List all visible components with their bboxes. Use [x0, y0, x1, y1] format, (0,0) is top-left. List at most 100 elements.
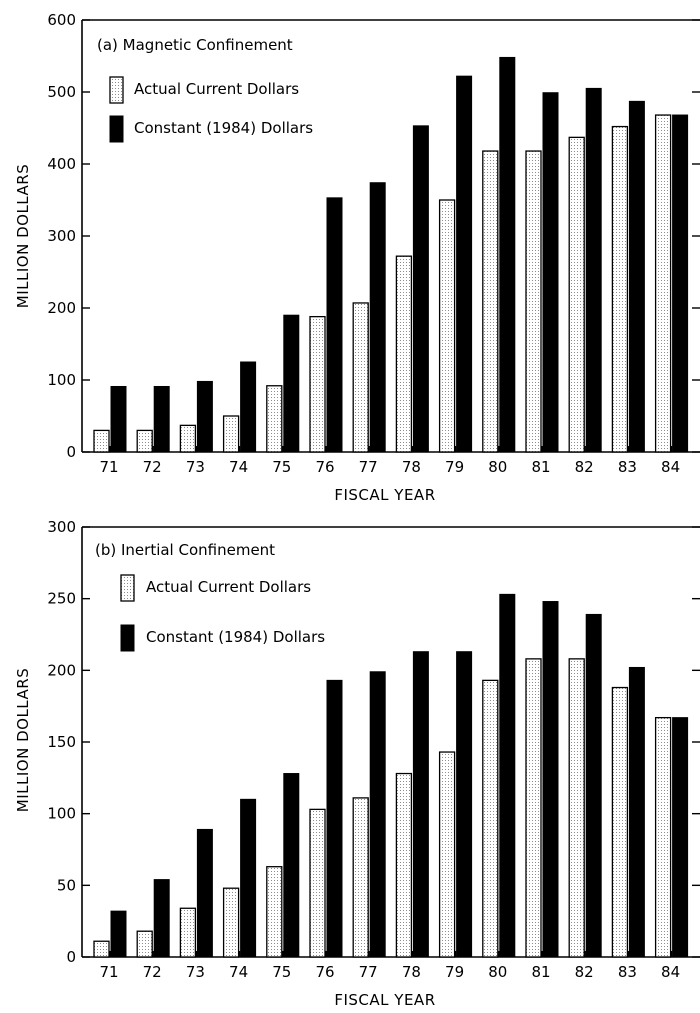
x-tick-label: 84	[661, 458, 680, 476]
chart-a-ylabel: MILLION DOLLARS	[14, 164, 32, 308]
bar-actual-81	[525, 658, 542, 958]
legend-label-actual: Actual Current Dollars	[146, 578, 311, 596]
bar-constant-72	[153, 385, 170, 453]
bar-constant-75	[283, 773, 300, 958]
x-tick-label: 78	[402, 963, 421, 981]
bar-actual-83	[611, 125, 629, 453]
bar-constant-73	[196, 380, 213, 453]
x-tick-label: 72	[143, 458, 162, 476]
bar-constant-75	[283, 314, 300, 453]
x-tick-label: 76	[315, 458, 334, 476]
bar-actual-71	[93, 940, 110, 958]
bar-constant-79	[456, 75, 473, 453]
x-tick-label: 84	[661, 963, 680, 981]
bar-constant-74	[240, 798, 257, 958]
legend-label-constant: Constant (1984) Dollars	[146, 628, 325, 646]
y-tick-label: 500	[47, 83, 76, 101]
bar-constant-76	[326, 197, 343, 453]
bar-actual-75	[266, 866, 283, 958]
x-tick-label: 77	[359, 963, 378, 981]
chart-a-title: (a) Magnetic Confinement	[97, 36, 293, 54]
x-tick-label: 81	[531, 458, 550, 476]
bar-constant-81	[542, 601, 559, 958]
y-tick-label: 0	[66, 443, 76, 461]
y-tick-label: 200	[47, 299, 76, 317]
bar-actual-76	[309, 808, 326, 958]
y-tick-label: 300	[47, 227, 76, 245]
y-tick-label: 100	[47, 805, 76, 823]
chart-b-ylabel: MILLION DOLLARS	[14, 668, 32, 812]
bar-actual-84	[654, 114, 672, 453]
x-tick-label: 79	[445, 963, 464, 981]
chart-b-title: (b) Inertial Confinement	[95, 541, 275, 559]
bar-constant-71	[110, 385, 127, 453]
legend-label-actual: Actual Current Dollars	[134, 80, 299, 98]
bar-actual-81	[525, 150, 542, 453]
bar-constant-78	[412, 125, 429, 453]
x-tick-label: 81	[531, 963, 550, 981]
bar-actual-72	[136, 429, 153, 453]
bar-actual-84	[654, 716, 672, 958]
y-tick-label: 300	[47, 518, 76, 536]
x-tick-label: 83	[618, 458, 637, 476]
bar-actual-73	[179, 424, 197, 453]
bar-actual-78	[395, 772, 413, 958]
legend-swatch-constant	[120, 624, 135, 652]
x-tick-label: 74	[229, 963, 248, 981]
x-tick-label: 71	[99, 458, 118, 476]
x-tick-label: 73	[186, 458, 205, 476]
bar-constant-84	[672, 114, 689, 453]
x-tick-label: 82	[575, 963, 594, 981]
bar-actual-82	[568, 136, 585, 453]
bar-constant-84	[672, 717, 689, 958]
bar-constant-82	[585, 87, 602, 453]
y-tick-label: 150	[47, 733, 76, 751]
bar-actual-75	[266, 385, 283, 453]
x-tick-label: 80	[488, 458, 507, 476]
x-tick-label: 79	[445, 458, 464, 476]
x-tick-label: 71	[99, 963, 118, 981]
bar-constant-72	[153, 879, 170, 958]
bar-constant-77	[369, 671, 386, 958]
y-tick-label: 0	[66, 948, 76, 966]
x-tick-label: 80	[488, 963, 507, 981]
bar-actual-80	[482, 679, 499, 958]
bar-actual-77	[352, 302, 369, 453]
bar-actual-77	[352, 797, 369, 958]
x-tick-label: 77	[359, 458, 378, 476]
legend-swatch-actual	[109, 76, 124, 104]
x-tick-label: 75	[272, 458, 291, 476]
bar-constant-81	[542, 92, 559, 453]
bar-constant-82	[585, 613, 602, 958]
bar-constant-80	[499, 593, 516, 958]
bar-actual-79	[438, 751, 456, 958]
bar-actual-74	[222, 887, 240, 958]
magnetic-confinement-chart: MILLION DOLLARS FISCAL YEAR (a) Magnetic…	[14, 11, 700, 504]
bar-constant-83	[628, 666, 645, 958]
x-tick-label: 72	[143, 963, 162, 981]
y-tick-label: 600	[47, 11, 76, 29]
bar-actual-76	[309, 315, 326, 453]
bar-constant-83	[628, 100, 645, 453]
chart-a-xlabel: FISCAL YEAR	[334, 486, 435, 504]
x-tick-label: 73	[186, 963, 205, 981]
bar-constant-78	[412, 651, 429, 958]
y-tick-label: 50	[57, 876, 76, 894]
bar-constant-73	[196, 828, 213, 958]
legend-swatch-constant	[109, 115, 124, 143]
bar-actual-71	[93, 429, 110, 453]
bar-constant-76	[326, 679, 343, 958]
bar-constant-79	[456, 651, 473, 958]
bar-actual-82	[568, 658, 585, 958]
x-tick-label: 75	[272, 963, 291, 981]
bar-constant-77	[369, 182, 386, 453]
x-tick-label: 76	[315, 963, 334, 981]
bar-actual-83	[611, 686, 629, 958]
legend-label-constant: Constant (1984) Dollars	[134, 119, 313, 137]
x-tick-label: 78	[402, 458, 421, 476]
y-tick-label: 400	[47, 155, 76, 173]
y-tick-label: 100	[47, 371, 76, 389]
y-tick-label: 250	[47, 590, 76, 608]
bar-constant-71	[110, 910, 127, 958]
